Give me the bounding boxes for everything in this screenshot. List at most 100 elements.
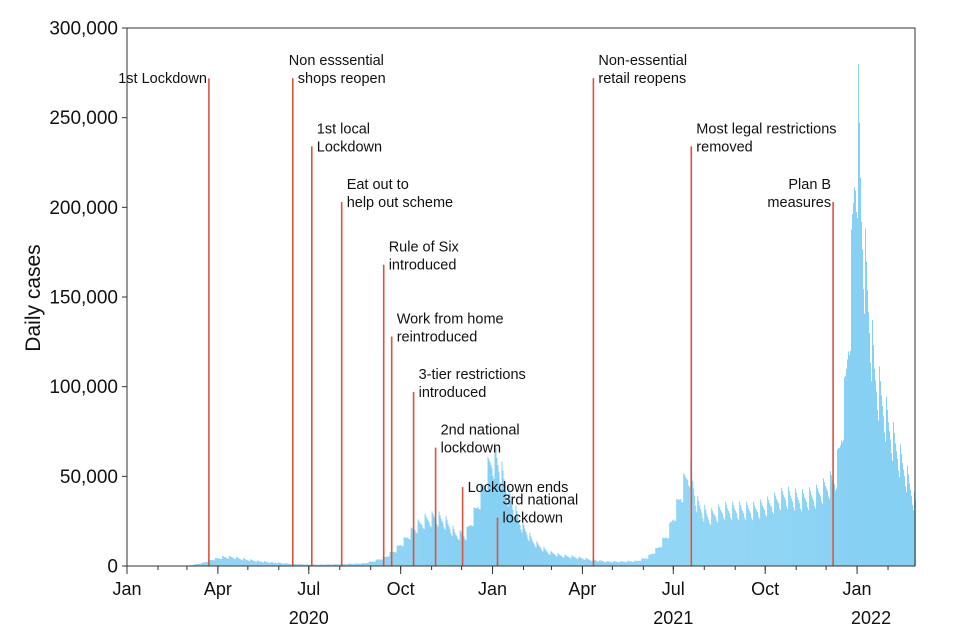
daily-bar xyxy=(417,519,419,566)
daily-bar xyxy=(193,564,195,566)
daily-bar xyxy=(891,453,892,566)
axes: 0 50,000 100,000 150,000 200,000 250,000 300,0… xyxy=(49,19,916,628)
daily-bar xyxy=(304,564,306,566)
daily-bar xyxy=(231,557,233,566)
daily-bar xyxy=(280,563,282,566)
daily-bar xyxy=(623,561,625,566)
daily-bar xyxy=(274,562,276,566)
daily-bar xyxy=(803,493,805,566)
daily-bar xyxy=(777,501,779,566)
daily-bar xyxy=(794,510,796,566)
daily-bar xyxy=(816,484,818,566)
daily-bar xyxy=(633,562,635,566)
daily-bar xyxy=(263,561,265,566)
daily-bar xyxy=(217,558,219,566)
daily-bar xyxy=(474,507,476,566)
daily-bar xyxy=(247,560,249,566)
daily-bar xyxy=(735,510,737,566)
daily-bar xyxy=(385,556,387,566)
daily-bar xyxy=(483,485,485,566)
y-axis-label: Daily cases xyxy=(22,244,45,351)
daily-bar xyxy=(604,562,606,566)
daily-bar xyxy=(469,525,471,566)
daily-bar xyxy=(688,485,690,566)
daily-bar xyxy=(364,563,366,566)
daily-bar xyxy=(707,516,709,566)
daily-bar xyxy=(624,561,626,566)
daily-bar xyxy=(478,509,480,566)
daily-bar xyxy=(561,556,563,566)
daily-bar xyxy=(684,474,686,566)
daily-bar xyxy=(235,556,237,566)
daily-bar xyxy=(611,562,613,566)
daily-bar xyxy=(509,493,511,566)
annotation-label: Work from home xyxy=(397,312,504,328)
annotation-label: introduced xyxy=(419,385,487,401)
daily-bar xyxy=(346,564,348,566)
daily-bar xyxy=(772,511,774,566)
daily-bar xyxy=(516,511,518,566)
daily-bar xyxy=(641,558,643,566)
daily-bar xyxy=(261,562,263,566)
daily-bar xyxy=(428,521,430,566)
daily-bar xyxy=(784,497,786,566)
daily-bar xyxy=(869,332,870,566)
daily-bar xyxy=(420,523,422,566)
x-tick-label: Oct xyxy=(387,579,415,599)
daily-bar xyxy=(308,564,310,566)
daily-bar xyxy=(305,564,307,566)
daily-bar xyxy=(649,554,651,566)
daily-bar xyxy=(378,559,380,566)
daily-bar xyxy=(606,560,608,566)
daily-bar xyxy=(546,551,548,566)
daily-bar xyxy=(591,560,593,566)
daily-bar xyxy=(731,520,733,566)
daily-bar xyxy=(475,508,477,566)
daily-bar xyxy=(275,563,277,566)
daily-bar xyxy=(849,355,850,566)
daily-bar xyxy=(749,510,751,566)
year-label: 2022 xyxy=(851,608,891,628)
daily-bar xyxy=(904,476,905,566)
daily-bar xyxy=(440,518,442,566)
daily-bar xyxy=(284,562,286,566)
daily-bar xyxy=(538,545,540,566)
daily-bar xyxy=(345,564,347,566)
daily-bar xyxy=(854,187,855,566)
daily-bar xyxy=(582,558,584,566)
daily-bar xyxy=(365,563,367,566)
daily-bar xyxy=(195,564,197,566)
daily-bar xyxy=(811,495,813,566)
daily-bar xyxy=(558,554,560,566)
daily-bar xyxy=(793,507,795,566)
daily-bar xyxy=(517,516,519,566)
daily-bar xyxy=(437,526,439,566)
daily-bar xyxy=(895,443,896,566)
daily-bar xyxy=(454,532,456,566)
daily-bar xyxy=(496,457,498,566)
daily-bar xyxy=(801,511,803,566)
daily-bar xyxy=(317,564,319,566)
daily-bar xyxy=(805,499,807,566)
daily-bar xyxy=(768,499,770,566)
daily-bar xyxy=(564,554,566,566)
daily-bar xyxy=(522,520,524,566)
daily-bar xyxy=(354,563,356,566)
daily-bar xyxy=(485,489,487,566)
daily-bar xyxy=(271,562,273,566)
daily-bar xyxy=(466,527,468,566)
daily-bar xyxy=(858,63,859,567)
daily-bar xyxy=(357,563,359,566)
daily-bar xyxy=(545,550,547,566)
daily-bar xyxy=(487,456,489,566)
daily-bar xyxy=(250,559,252,566)
daily-bar xyxy=(681,502,683,566)
daily-bar xyxy=(626,562,628,566)
daily-bar xyxy=(536,541,538,566)
daily-bar xyxy=(722,513,724,566)
daily-bar xyxy=(689,487,691,566)
daily-bar xyxy=(464,538,466,566)
daily-bar xyxy=(227,558,229,566)
daily-bar xyxy=(639,560,641,566)
